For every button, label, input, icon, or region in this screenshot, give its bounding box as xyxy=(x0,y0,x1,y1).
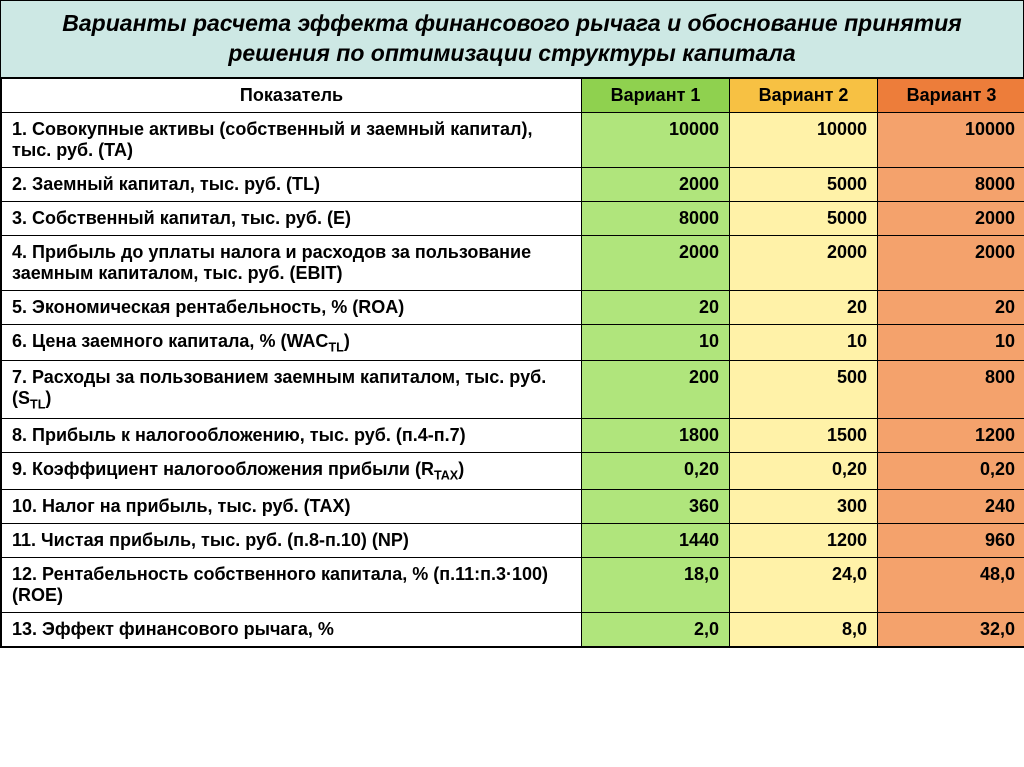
cell-v1: 10 xyxy=(582,324,730,361)
cell-v1: 2000 xyxy=(582,235,730,290)
table-row: 1. Совокупные активы (собственный и заем… xyxy=(2,112,1024,167)
table-row: 3. Собственный капитал, тыс. руб. (Е)800… xyxy=(2,201,1024,235)
cell-v1: 18,0 xyxy=(582,557,730,612)
cell-v1: 360 xyxy=(582,489,730,523)
table-row: 13. Эффект финансового рычага, %2,08,032… xyxy=(2,612,1024,646)
row-label: 11. Чистая прибыль, тыс. руб. (п.8-п.10)… xyxy=(2,523,582,557)
cell-v3: 10000 xyxy=(878,112,1024,167)
row-label: 4. Прибыль до уплаты налога и расходов з… xyxy=(2,235,582,290)
row-label: 13. Эффект финансового рычага, % xyxy=(2,612,582,646)
row-label: 7. Расходы за пользованием заемным капит… xyxy=(2,361,582,419)
table-body: 1. Совокупные активы (собственный и заем… xyxy=(2,112,1024,646)
table-row: 4. Прибыль до уплаты налога и расходов з… xyxy=(2,235,1024,290)
leverage-table: Показатель Вариант 1 Вариант 2 Вариант 3… xyxy=(1,78,1024,647)
cell-v2: 20 xyxy=(730,290,878,324)
cell-v1: 1800 xyxy=(582,418,730,452)
table-row: 6. Цена заемного капитала, % (WACTL)1010… xyxy=(2,324,1024,361)
cell-v3: 0,20 xyxy=(878,452,1024,489)
cell-v3: 240 xyxy=(878,489,1024,523)
cell-v3: 8000 xyxy=(878,167,1024,201)
header-variant-1: Вариант 1 xyxy=(582,78,730,112)
cell-v1: 2,0 xyxy=(582,612,730,646)
cell-v2: 10000 xyxy=(730,112,878,167)
row-label: 3. Собственный капитал, тыс. руб. (Е) xyxy=(2,201,582,235)
cell-v3: 20 xyxy=(878,290,1024,324)
row-label: 6. Цена заемного капитала, % (WACTL) xyxy=(2,324,582,361)
cell-v2: 24,0 xyxy=(730,557,878,612)
row-label: 8. Прибыль к налогообложению, тыс. руб. … xyxy=(2,418,582,452)
cell-v2: 8,0 xyxy=(730,612,878,646)
cell-v2: 2000 xyxy=(730,235,878,290)
table-row: 12. Рентабельность собственного капитала… xyxy=(2,557,1024,612)
cell-v1: 1440 xyxy=(582,523,730,557)
header-indicator: Показатель xyxy=(2,78,582,112)
table-row: 9. Коэффициент налогообложения прибыли (… xyxy=(2,452,1024,489)
row-label: 10. Налог на прибыль, тыс. руб. (ТАХ) xyxy=(2,489,582,523)
row-label: 1. Совокупные активы (собственный и заем… xyxy=(2,112,582,167)
table-row: 11. Чистая прибыль, тыс. руб. (п.8-п.10)… xyxy=(2,523,1024,557)
table-row: 2. Заемный капитал, тыс. руб. (TL)200050… xyxy=(2,167,1024,201)
cell-v2: 5000 xyxy=(730,167,878,201)
page: Варианты расчета эффекта финансового рыч… xyxy=(0,0,1024,648)
cell-v3: 800 xyxy=(878,361,1024,419)
cell-v3: 960 xyxy=(878,523,1024,557)
table-row: 8. Прибыль к налогообложению, тыс. руб. … xyxy=(2,418,1024,452)
cell-v2: 300 xyxy=(730,489,878,523)
table-row: 10. Налог на прибыль, тыс. руб. (ТАХ)360… xyxy=(2,489,1024,523)
cell-v2: 500 xyxy=(730,361,878,419)
cell-v3: 10 xyxy=(878,324,1024,361)
cell-v1: 10000 xyxy=(582,112,730,167)
table-header-row: Показатель Вариант 1 Вариант 2 Вариант 3 xyxy=(2,78,1024,112)
cell-v1: 8000 xyxy=(582,201,730,235)
cell-v2: 10 xyxy=(730,324,878,361)
row-label: 5. Экономическая рентабельность, % (ROA) xyxy=(2,290,582,324)
cell-v1: 20 xyxy=(582,290,730,324)
row-label: 2. Заемный капитал, тыс. руб. (TL) xyxy=(2,167,582,201)
header-variant-2: Вариант 2 xyxy=(730,78,878,112)
cell-v1: 2000 xyxy=(582,167,730,201)
cell-v2: 1200 xyxy=(730,523,878,557)
cell-v3: 2000 xyxy=(878,235,1024,290)
cell-v1: 200 xyxy=(582,361,730,419)
header-variant-3: Вариант 3 xyxy=(878,78,1024,112)
cell-v3: 1200 xyxy=(878,418,1024,452)
page-title: Варианты расчета эффекта финансового рыч… xyxy=(1,1,1023,78)
table-row: 5. Экономическая рентабельность, % (ROA)… xyxy=(2,290,1024,324)
table-row: 7. Расходы за пользованием заемным капит… xyxy=(2,361,1024,419)
cell-v2: 5000 xyxy=(730,201,878,235)
cell-v2: 0,20 xyxy=(730,452,878,489)
cell-v3: 48,0 xyxy=(878,557,1024,612)
row-label: 9. Коэффициент налогообложения прибыли (… xyxy=(2,452,582,489)
cell-v3: 32,0 xyxy=(878,612,1024,646)
row-label: 12. Рентабельность собственного капитала… xyxy=(2,557,582,612)
cell-v2: 1500 xyxy=(730,418,878,452)
cell-v3: 2000 xyxy=(878,201,1024,235)
cell-v1: 0,20 xyxy=(582,452,730,489)
